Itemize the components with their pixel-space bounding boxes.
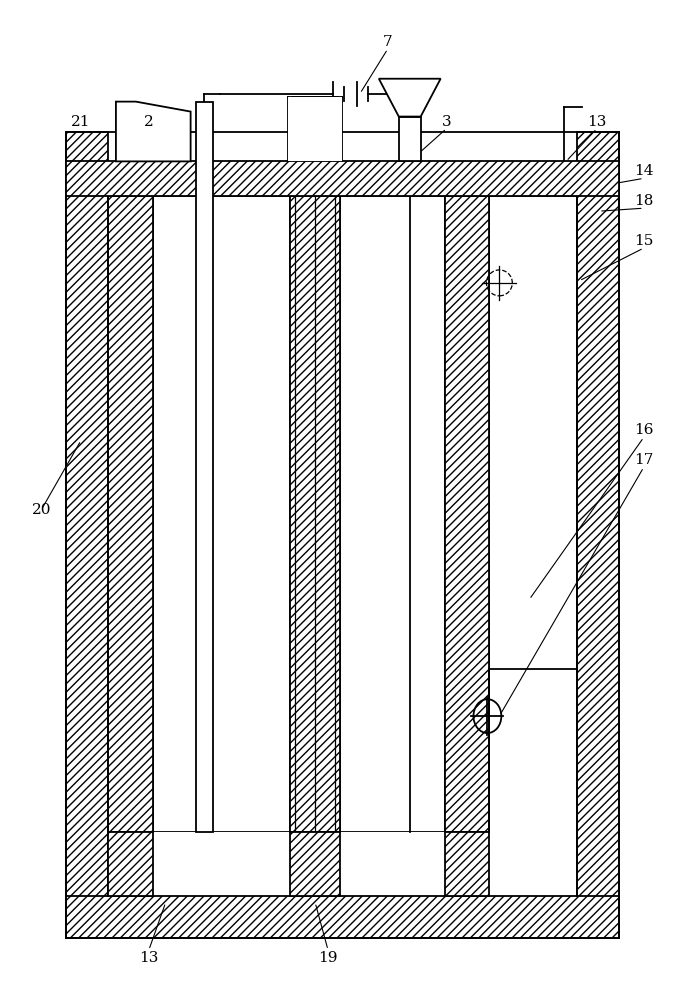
Text: 7: 7: [383, 35, 393, 49]
Text: 20: 20: [32, 503, 51, 517]
Polygon shape: [379, 79, 440, 117]
Text: 13: 13: [139, 951, 158, 965]
Bar: [66, 132, 108, 938]
Bar: [489, 196, 577, 669]
Bar: [66, 161, 619, 196]
Bar: [577, 132, 619, 938]
Bar: [290, 196, 340, 832]
Bar: [66, 896, 619, 938]
Bar: [399, 117, 421, 161]
Bar: [445, 832, 489, 896]
Bar: [445, 196, 489, 832]
Bar: [153, 832, 290, 896]
Bar: [290, 832, 340, 896]
Text: 16: 16: [634, 423, 653, 437]
Text: 21: 21: [71, 115, 91, 129]
Bar: [340, 196, 445, 832]
Bar: [108, 161, 577, 896]
Text: 17: 17: [634, 453, 653, 467]
Polygon shape: [116, 102, 190, 161]
Text: 13: 13: [587, 115, 607, 129]
Text: 2: 2: [144, 115, 153, 129]
Text: 19: 19: [319, 951, 338, 965]
Text: 3: 3: [442, 115, 451, 129]
Bar: [108, 196, 153, 832]
Text: 14: 14: [634, 164, 653, 178]
Bar: [108, 832, 153, 896]
Bar: [196, 102, 212, 832]
Text: 15: 15: [634, 234, 653, 248]
Bar: [340, 832, 445, 896]
Bar: [153, 196, 290, 832]
Text: 18: 18: [634, 194, 653, 208]
Bar: [288, 97, 342, 161]
